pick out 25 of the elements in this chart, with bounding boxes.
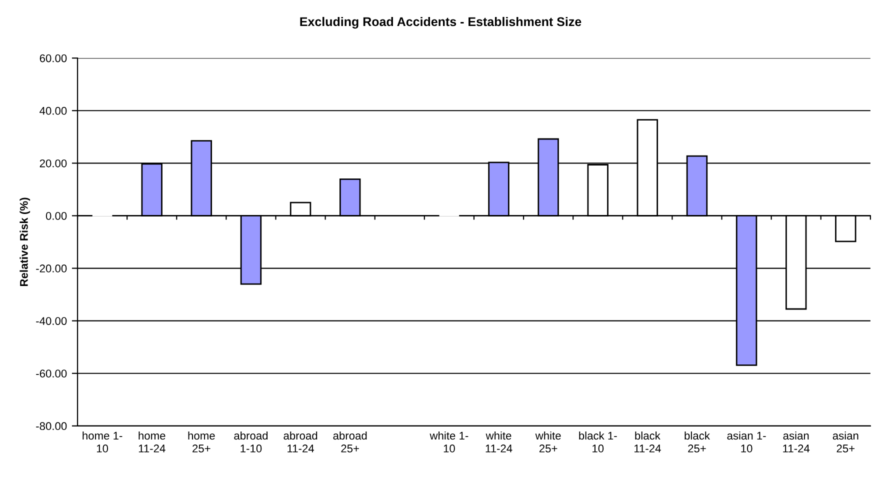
x-tick-label: black 1- 10 (579, 431, 617, 452)
y-tick-label: -80.00 (36, 422, 67, 430)
x-tick-label: white 25+ (535, 431, 561, 452)
x-tick-label: abroad 11-24 (284, 431, 318, 452)
x-tick-label: asian 11-24 (783, 431, 810, 452)
x-tick-label: home 11-24 (138, 431, 166, 452)
y-tick-label: 60.00 (40, 54, 67, 62)
x-tick-label: white 1- 10 (430, 431, 468, 452)
x-tick-label: black 11-24 (634, 431, 661, 452)
x-tick-label: asian 25+ (832, 431, 858, 452)
y-tick-label: 0.00 (46, 212, 67, 220)
x-tick-label: asian 1- 10 (727, 431, 766, 452)
x-tick-label: white 11-24 (486, 431, 512, 452)
y-tick-label: 40.00 (40, 106, 67, 115)
x-tick-label: abroad 25+ (333, 431, 367, 452)
y-tick-label: -40.00 (36, 317, 67, 325)
y-tick-label: -60.00 (36, 370, 67, 378)
chart-title: Excluding Road Accidents - Establishment Size (300, 16, 582, 29)
x-tick-label: home 1- 10 (82, 431, 122, 452)
y-tick-label: 20.00 (40, 159, 67, 168)
y-axis-title: Relative Risk (%) (20, 198, 30, 286)
x-tick-label: home 25+ (188, 431, 215, 452)
x-tick-label: black 25+ (684, 431, 710, 452)
y-tick-label: -20.00 (36, 264, 67, 272)
x-tick-label: abroad 1-10 (234, 431, 268, 452)
